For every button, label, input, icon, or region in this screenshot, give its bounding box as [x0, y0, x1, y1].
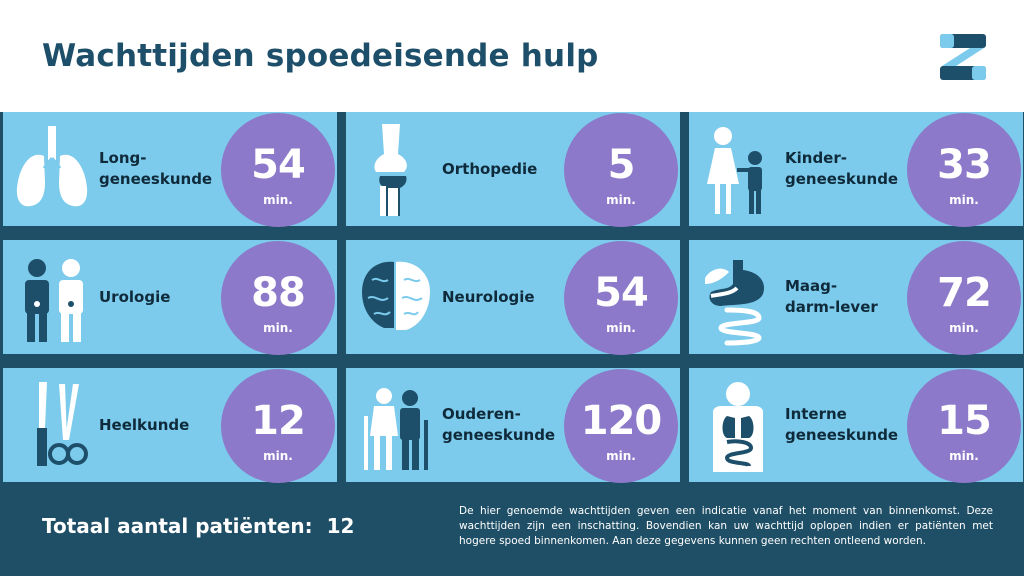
department-label: Heelkunde — [99, 415, 190, 434]
wait-time-unit: min. — [606, 321, 636, 335]
wait-time-badge: 72 min. — [907, 241, 1021, 355]
wait-time-unit: min. — [606, 193, 636, 207]
card-maag-darm-lever: Maag- darm-lever 72 min. — [689, 240, 1023, 355]
department-label: Kinder- geneeskunde — [785, 149, 899, 188]
wait-time-unit: min. — [949, 449, 979, 463]
wait-time-unit: min. — [263, 449, 293, 463]
wait-time-value: 88 — [251, 270, 306, 316]
total-patients-count: 12 — [326, 514, 355, 538]
department-label: Long- geneeskunde — [99, 149, 213, 188]
card-ouderengeneeskunde: Ouderen- geneeskunde 120 min. — [346, 368, 680, 483]
wait-time-value: 33 — [937, 142, 992, 188]
department-label: Interne geneeskunde — [785, 405, 899, 444]
urology-figures-icon — [25, 259, 83, 342]
wait-time-badge: 15 min. — [907, 369, 1021, 483]
card-neurologie: Neurologie 54 min. — [346, 240, 680, 355]
wait-time-badge: 120 min. — [564, 369, 678, 483]
total-patients-label: Totaal aantal patiënten: — [42, 514, 313, 538]
wait-time-badge: 12 min. — [221, 369, 335, 483]
wait-time-value: 12 — [251, 398, 306, 444]
wait-time-value: 120 — [580, 398, 663, 444]
department-label: Ouderen- geneeskunde — [442, 405, 556, 444]
wait-time-value: 72 — [937, 270, 992, 316]
card-urologie: Urologie 88 min. — [3, 240, 337, 355]
internal-organs-icon — [713, 382, 763, 472]
total-patients: Totaal aantal patiënten: 12 — [42, 514, 354, 538]
card-longgeneeskunde: Long- geneeskunde 54 min. — [3, 112, 337, 227]
brain-icon — [362, 261, 430, 330]
wait-time-unit: min. — [263, 321, 293, 335]
wait-time-unit: min. — [263, 193, 293, 207]
lungs-icon — [16, 126, 88, 207]
z-logo-icon — [940, 34, 986, 80]
department-label: Maag- darm-lever — [785, 277, 878, 316]
mother-child-icon — [707, 127, 762, 214]
wait-time-badge: 5 min. — [564, 113, 678, 227]
scalpel-scissors-icon — [37, 382, 88, 466]
header: Wachttijden spoedeisende hulp — [0, 0, 1024, 112]
card-heelkunde: Heelkunde 12 min. — [3, 368, 337, 483]
department-label: Orthopedie — [442, 159, 538, 178]
disclaimer-text: De hier genoemde wachttijden geven een i… — [459, 505, 993, 547]
wait-time-unit: min. — [949, 193, 979, 207]
wait-time-unit: min. — [949, 321, 979, 335]
department-label: Neurologie — [442, 287, 535, 306]
wait-time-value: 15 — [937, 398, 992, 444]
wait-time-value: 5 — [607, 142, 636, 188]
knee-joint-icon — [374, 124, 407, 216]
card-kindergeneeskunde: Kinder- geneeskunde 33 min. — [689, 112, 1023, 227]
wait-time-badge: 88 min. — [221, 241, 335, 355]
elderly-couple-icon — [364, 388, 428, 470]
department-label: Urologie — [99, 287, 171, 306]
card-interne-geneeskunde: Interne geneeskunde 15 min. — [689, 368, 1023, 483]
wait-time-badge: 54 min. — [221, 113, 335, 227]
card-orthopedie: Orthopedie 5 min. — [346, 112, 680, 227]
wait-time-unit: min. — [606, 449, 636, 463]
page-title: Wachttijden spoedeisende hulp — [42, 38, 599, 74]
wait-time-value: 54 — [251, 142, 306, 188]
wait-time-badge: 33 min. — [907, 113, 1021, 227]
wait-time-value: 54 — [594, 270, 649, 316]
stomach-intestines-icon — [705, 260, 765, 346]
wait-time-badge: 54 min. — [564, 241, 678, 355]
